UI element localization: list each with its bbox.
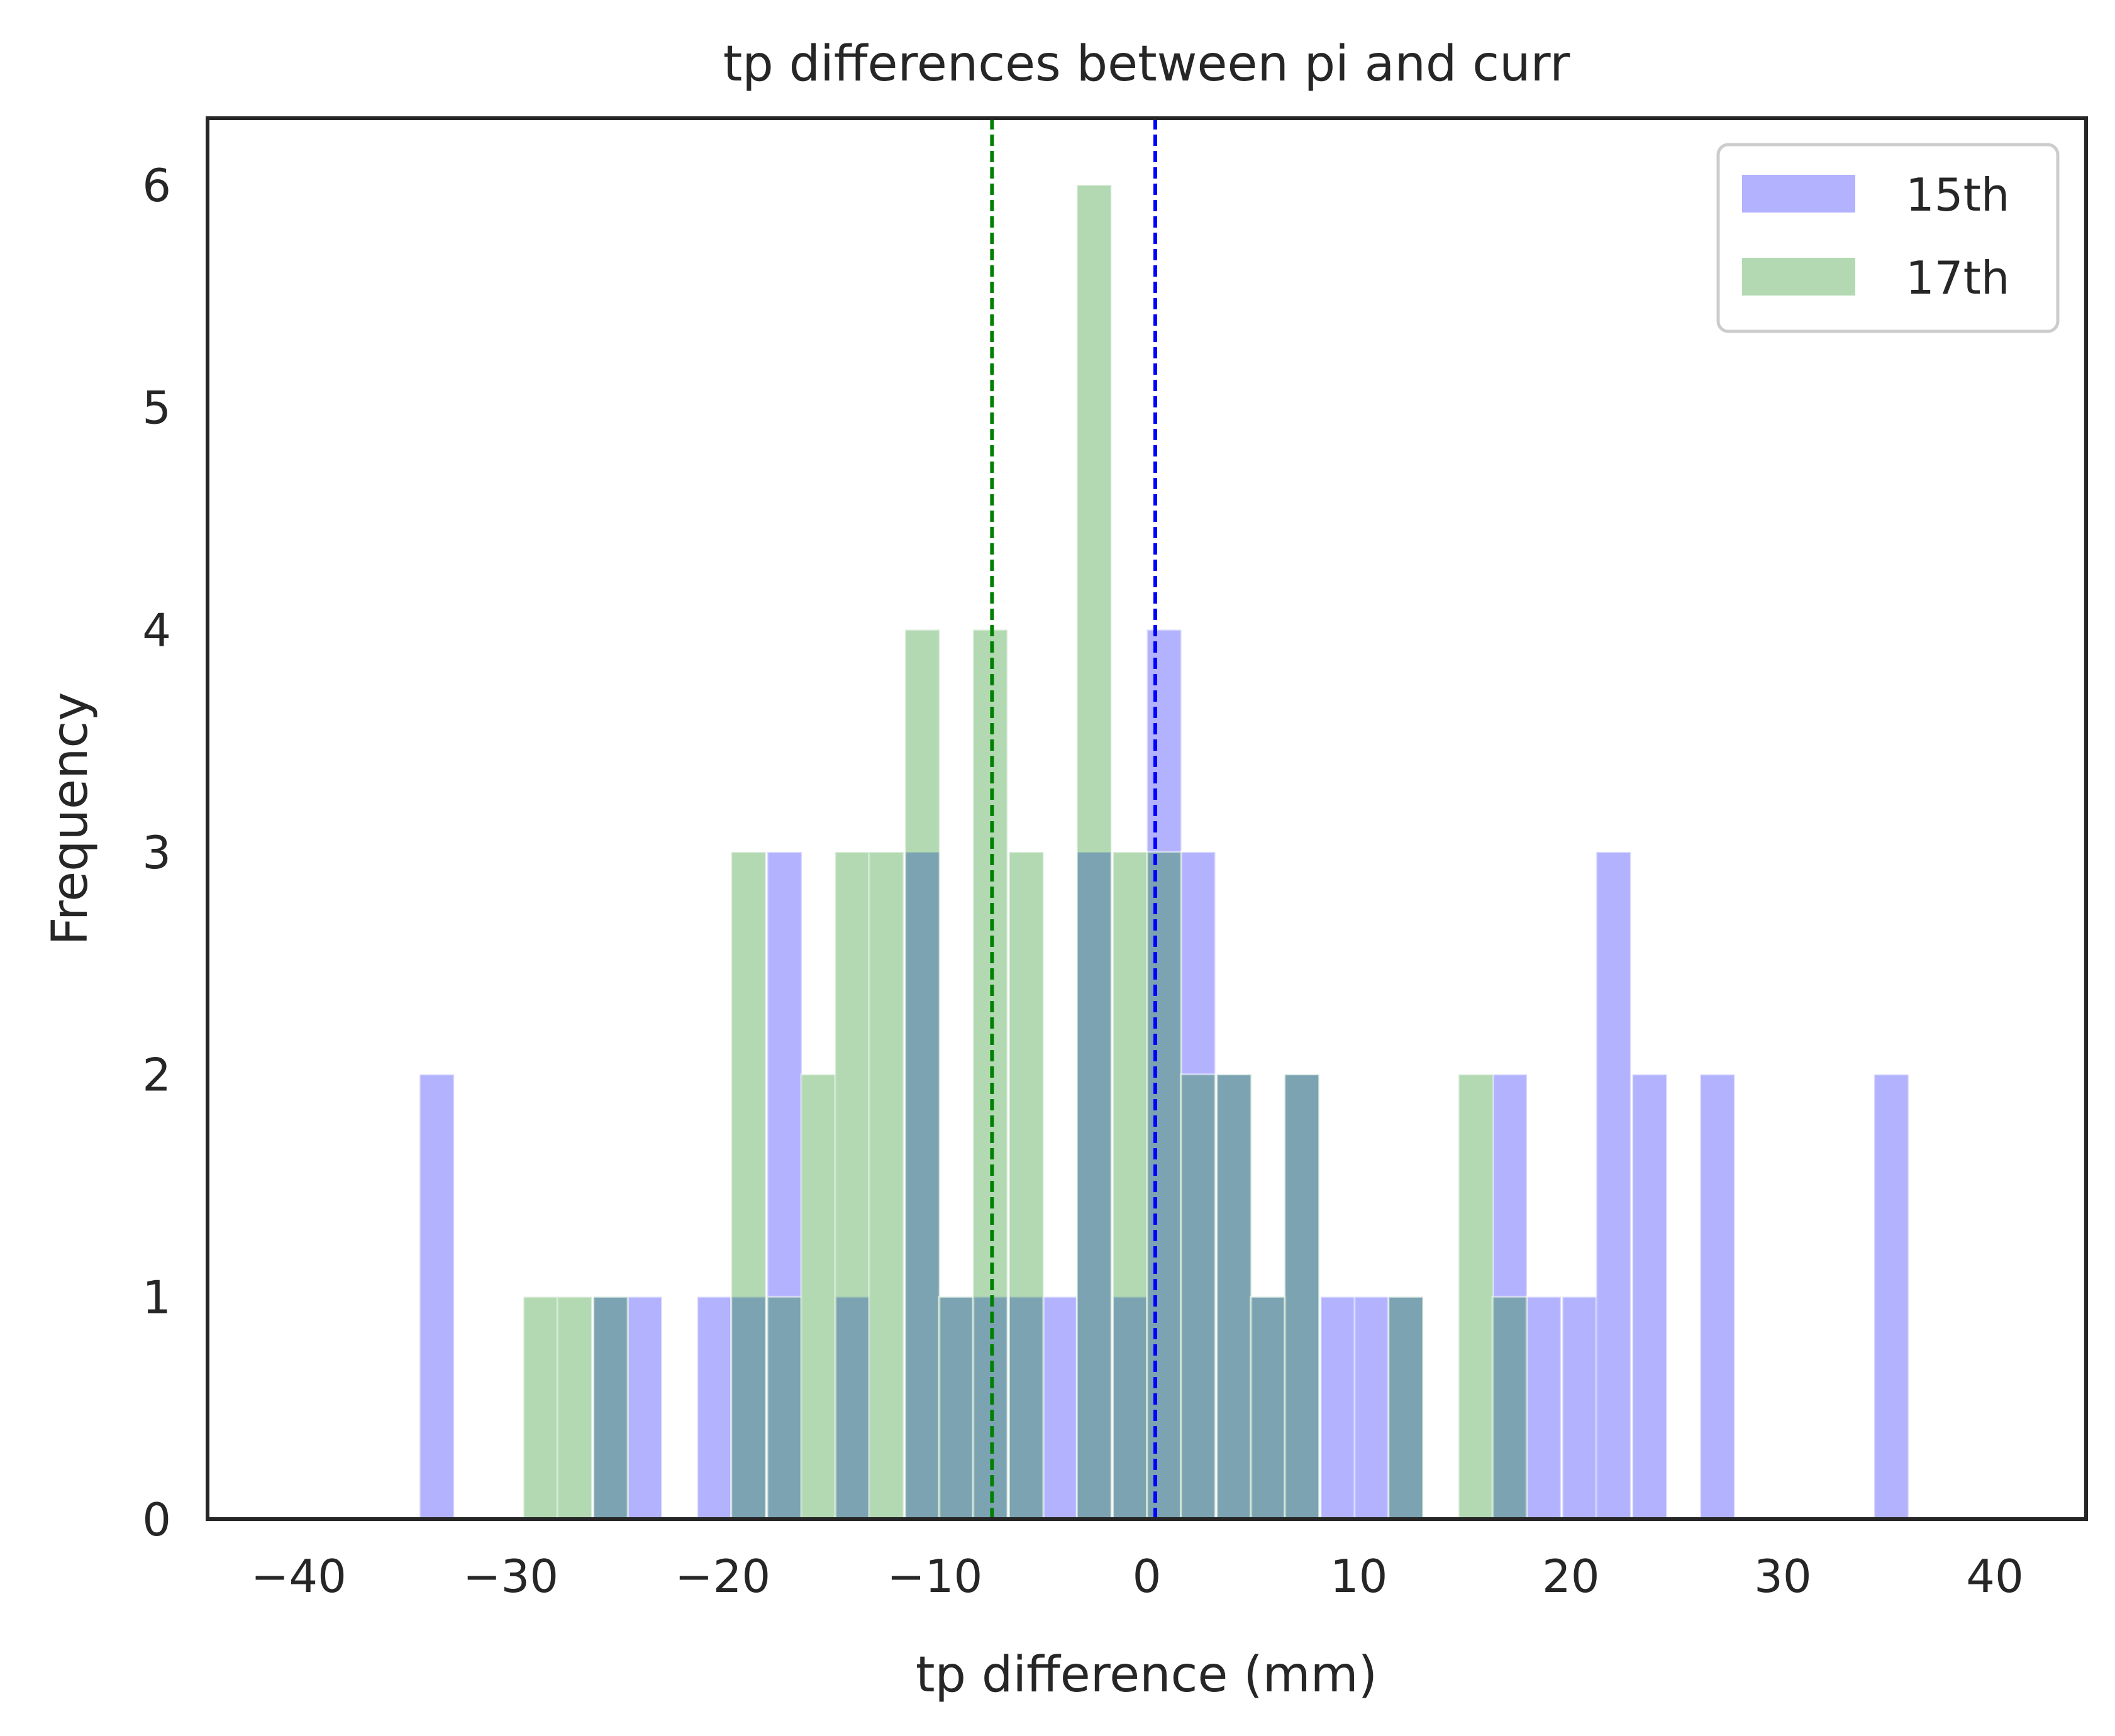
- x-axis-label: tp difference (mm): [916, 1647, 1377, 1703]
- plot-frame: [206, 116, 2088, 1521]
- bar-15th-24: [1561, 1295, 1598, 1520]
- legend-label-15th: 15th: [1906, 169, 2009, 221]
- bar-17th-21: [1491, 1295, 1528, 1520]
- bar-17th-1: [556, 1295, 593, 1520]
- x-tick-label: −40: [251, 1550, 347, 1603]
- bar-17th-5: [800, 1073, 837, 1520]
- bar-15th-20: [1353, 1295, 1391, 1520]
- x-tick-label: 30: [1754, 1550, 1812, 1603]
- y-tick-label: 4: [142, 604, 171, 656]
- bar-17th-11: [1008, 851, 1045, 1520]
- bar-17th-18: [1284, 1073, 1321, 1520]
- bar-17th-0: [522, 1295, 559, 1520]
- bar-15th-0: [418, 1073, 455, 1520]
- bar-17th-7: [868, 851, 905, 1520]
- x-tick-label: 0: [1133, 1550, 1162, 1603]
- bars-layer: [418, 184, 1910, 1520]
- x-tick-label: 10: [1330, 1550, 1388, 1603]
- bar-15th-13: [1112, 1295, 1149, 1520]
- bar-15th-3: [696, 1295, 733, 1520]
- bar-17th-20: [1457, 1073, 1494, 1520]
- y-tick-label: 1: [142, 1271, 171, 1324]
- bar-15th-19: [1319, 1295, 1357, 1520]
- bar-17th-8: [904, 628, 941, 1520]
- mean-lines-layer: [990, 118, 1157, 1519]
- bar-17th-12: [1075, 184, 1113, 1520]
- y-tick-label: 5: [142, 382, 171, 434]
- bar-17th-13: [1112, 851, 1149, 1520]
- bar-15th-26: [1631, 1073, 1668, 1520]
- x-tick-label: −20: [675, 1550, 770, 1603]
- x-tick-label: −10: [887, 1550, 982, 1603]
- legend-swatch-15th: [1742, 175, 1855, 213]
- bar-15th-14: [1146, 628, 1183, 1520]
- bar-17th-14: [1146, 851, 1183, 1520]
- x-tick-label: −30: [463, 1550, 558, 1603]
- bar-15th-25: [1595, 851, 1632, 1520]
- bar-15th-11: [1041, 1295, 1079, 1520]
- legend-label-17th: 17th: [1906, 252, 2009, 304]
- bar-15th-17: [1250, 1295, 1287, 1520]
- y-axis-label: Frequency: [42, 692, 99, 946]
- y-tick-label: 6: [142, 159, 171, 212]
- legend-swatch-17th: [1742, 258, 1855, 296]
- bar-17th-15: [1179, 1073, 1216, 1520]
- bar-17th-16: [1216, 1073, 1253, 1520]
- y-tick-label: 2: [142, 1049, 171, 1102]
- bar-17th-6: [834, 851, 871, 1520]
- bar-17th-17: [1250, 1295, 1287, 1520]
- x-ticks: −40 −30 −20 −10 0 10 20 30 40: [251, 1550, 2024, 1603]
- x-tick-label: 20: [1542, 1550, 1600, 1603]
- bar-15th-2: [626, 1295, 663, 1520]
- bar-17th-3: [730, 851, 767, 1520]
- chart-title: tp differences between pi and curr: [723, 36, 1570, 92]
- bar-17th-19: [1387, 1295, 1424, 1520]
- bar-15th-27: [1699, 1073, 1736, 1520]
- bar-17th-2: [592, 1295, 630, 1520]
- y-ticks: 0 1 2 3 4 5 6: [142, 159, 171, 1546]
- bar-17th-4: [766, 1295, 803, 1520]
- y-tick-label: 3: [142, 826, 171, 879]
- legend: 15th 17th: [1716, 143, 2060, 333]
- x-tick-label: 40: [1966, 1550, 2024, 1603]
- bar-15th-28: [1873, 1073, 1910, 1520]
- legend-box: [1716, 143, 2060, 333]
- bar-17th-9: [938, 1295, 975, 1520]
- bar-15th-23: [1525, 1295, 1562, 1520]
- bar-15th-16: [1216, 1073, 1253, 1520]
- y-tick-label: 0: [142, 1493, 171, 1546]
